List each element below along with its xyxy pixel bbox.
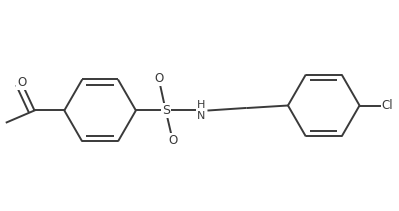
Text: H
N: H N	[197, 100, 205, 121]
Text: S: S	[162, 104, 170, 117]
Text: O: O	[154, 72, 163, 85]
Text: Cl: Cl	[381, 99, 393, 112]
Text: O: O	[17, 76, 26, 89]
Text: O: O	[168, 134, 177, 147]
